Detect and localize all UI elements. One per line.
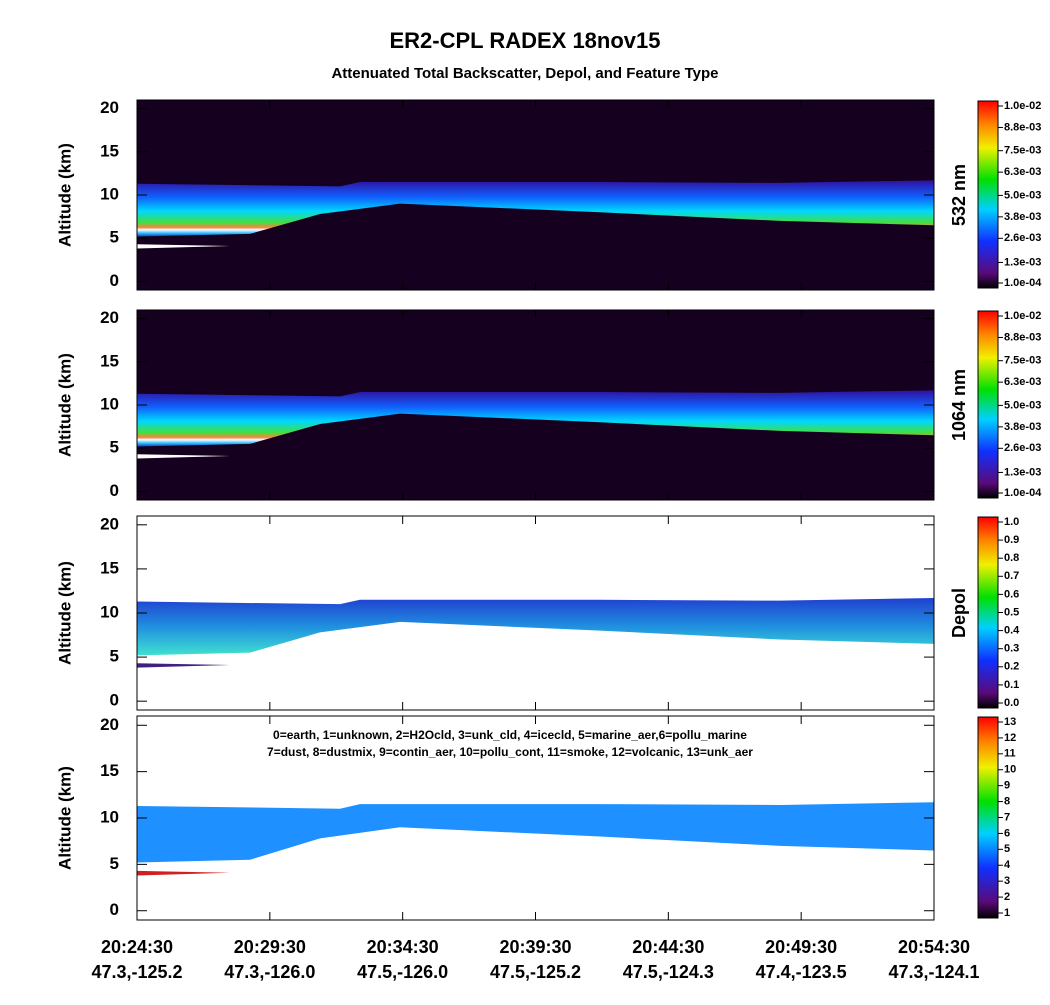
y-tick-label: 10 xyxy=(100,394,119,413)
colorbar-tick-label: 8.8e-03 xyxy=(1004,331,1041,343)
x-tick-label: 47.5,-125.2 xyxy=(490,962,581,982)
colorbar-tick-label: 2 xyxy=(1004,891,1010,903)
colorbar-label: 1064 nm xyxy=(949,369,969,441)
colorbar xyxy=(977,716,999,919)
colorbar-tick-label: 5.0e-03 xyxy=(1004,189,1041,201)
curtain xyxy=(137,802,934,876)
colorbar-tick-label: 1.0e-04 xyxy=(1004,277,1042,289)
x-tick-label: 47.4,-123.5 xyxy=(756,962,847,982)
x-tick-label: 47.5,-124.3 xyxy=(623,962,714,982)
y-tick-label: 20 xyxy=(100,98,119,117)
x-tick-label: 47.5,-126.0 xyxy=(357,962,448,982)
x-tick-label: 47.3,-124.1 xyxy=(888,962,979,982)
colorbar-tick-label: 1.3e-03 xyxy=(1004,256,1041,268)
annotation: 7=dust, 8=dustmix, 9=contin_aer, 10=poll… xyxy=(267,745,753,759)
x-tick-label: 20:44:30 xyxy=(632,937,704,957)
colorbar-tick-label: 10 xyxy=(1004,764,1016,776)
colorbar-tick-label: 6.3e-03 xyxy=(1004,376,1041,388)
y-tick-label: 0 xyxy=(110,900,119,919)
colorbar-tick-label: 3 xyxy=(1004,875,1010,887)
y-tick-label: 15 xyxy=(100,141,119,160)
colorbar-tick-label: 1.3e-03 xyxy=(1004,466,1041,478)
colorbar-tick-label: 0.8 xyxy=(1004,552,1019,564)
x-tick-label: 20:54:30 xyxy=(898,937,970,957)
colorbar-tick-label: 0.5 xyxy=(1004,606,1019,618)
y-tick-label: 10 xyxy=(100,184,119,203)
x-tick-label: 20:29:30 xyxy=(234,937,306,957)
colorbar-tick-label: 0.0 xyxy=(1004,697,1019,709)
y-axis-label: Altitude (km) xyxy=(55,766,74,870)
y-axis-label: Altitude (km) xyxy=(55,561,74,665)
colorbar-tick-label: 7 xyxy=(1004,811,1010,823)
subtitle: Attenuated Total Backscatter, Depol, and… xyxy=(331,65,718,82)
colorbar-tick-label: 1.0e-04 xyxy=(1004,487,1042,499)
y-tick-label: 0 xyxy=(110,481,119,500)
colorbar-tick-label: 12 xyxy=(1004,732,1016,744)
colorbar xyxy=(977,516,999,709)
colorbar-tick-label: 6.3e-03 xyxy=(1004,166,1041,178)
colorbar-tick-label: 5 xyxy=(1004,843,1010,855)
y-tick-label: 0 xyxy=(110,271,119,290)
colorbar-label: 532 nm xyxy=(949,164,969,226)
colorbar-tick-label: 0.4 xyxy=(1004,625,1020,637)
colorbar-label: Depol xyxy=(949,588,969,638)
y-tick-label: 20 xyxy=(100,715,119,734)
colorbar-tick-label: 0.3 xyxy=(1004,643,1019,655)
y-tick-label: 15 xyxy=(100,761,119,780)
colorbar-tick-label: 11 xyxy=(1004,748,1016,760)
colorbar-tick-label: 2.6e-03 xyxy=(1004,232,1041,244)
colorbar-tick-label: 4 xyxy=(1004,859,1011,871)
colorbar-tick-label: 5.0e-03 xyxy=(1004,399,1041,411)
y-tick-label: 15 xyxy=(100,351,119,370)
colorbar xyxy=(977,310,999,499)
colorbar-tick-label: 2.6e-03 xyxy=(1004,442,1041,454)
y-tick-label: 20 xyxy=(100,308,119,327)
colorbar-tick-label: 3.8e-03 xyxy=(1004,211,1041,223)
y-tick-label: 0 xyxy=(110,691,119,710)
colorbar-tick-label: 7.5e-03 xyxy=(1004,145,1041,157)
colorbar-tick-label: 1.0 xyxy=(1004,516,1019,528)
y-tick-label: 20 xyxy=(100,514,119,533)
x-tick-label: 20:34:30 xyxy=(367,937,439,957)
colorbar-tick-label: 0.9 xyxy=(1004,534,1019,546)
colorbar-tick-label: 8.8e-03 xyxy=(1004,121,1041,133)
y-axis-label: Altitude (km) xyxy=(55,143,74,247)
y-tick-label: 10 xyxy=(100,807,119,826)
colorbar-tick-label: 8 xyxy=(1004,795,1010,807)
colorbar-tick-label: 7.5e-03 xyxy=(1004,355,1041,367)
x-tick-label: 47.3,-125.2 xyxy=(91,962,182,982)
y-tick-label: 5 xyxy=(110,438,119,457)
y-tick-label: 5 xyxy=(110,647,119,666)
colorbar-tick-label: 1 xyxy=(1004,907,1010,919)
colorbar-tick-label: 0.1 xyxy=(1004,679,1019,691)
colorbar-tick-label: 13 xyxy=(1004,716,1016,728)
x-tick-label: 20:24:30 xyxy=(101,937,173,957)
colorbar-tick-label: 1.0e-02 xyxy=(1004,100,1041,112)
annotation: 0=earth, 1=unknown, 2=H2Ocld, 3=unk_cld,… xyxy=(273,728,747,742)
colorbar-tick-label: 3.8e-03 xyxy=(1004,421,1041,433)
title: ER2-CPL RADEX 18nov15 xyxy=(389,28,660,53)
colorbar-tick-label: 0.6 xyxy=(1004,588,1019,600)
y-tick-label: 5 xyxy=(110,228,119,247)
y-tick-label: 10 xyxy=(100,602,119,621)
colorbar-tick-label: 0.7 xyxy=(1004,570,1019,582)
y-tick-label: 5 xyxy=(110,854,119,873)
colorbar-tick-label: 6 xyxy=(1004,827,1010,839)
colorbar xyxy=(977,100,999,289)
x-tick-label: 20:49:30 xyxy=(765,937,837,957)
y-tick-label: 15 xyxy=(100,558,119,577)
colorbar-tick-label: 9 xyxy=(1004,780,1010,792)
x-tick-label: 47.3,-126.0 xyxy=(224,962,315,982)
colorbar-tick-label: 0.2 xyxy=(1004,661,1019,673)
curtain xyxy=(137,598,934,668)
x-tick-label: 20:39:30 xyxy=(499,937,571,957)
colorbar-tick-label: 1.0e-02 xyxy=(1004,310,1041,322)
y-axis-label: Altitude (km) xyxy=(55,353,74,457)
